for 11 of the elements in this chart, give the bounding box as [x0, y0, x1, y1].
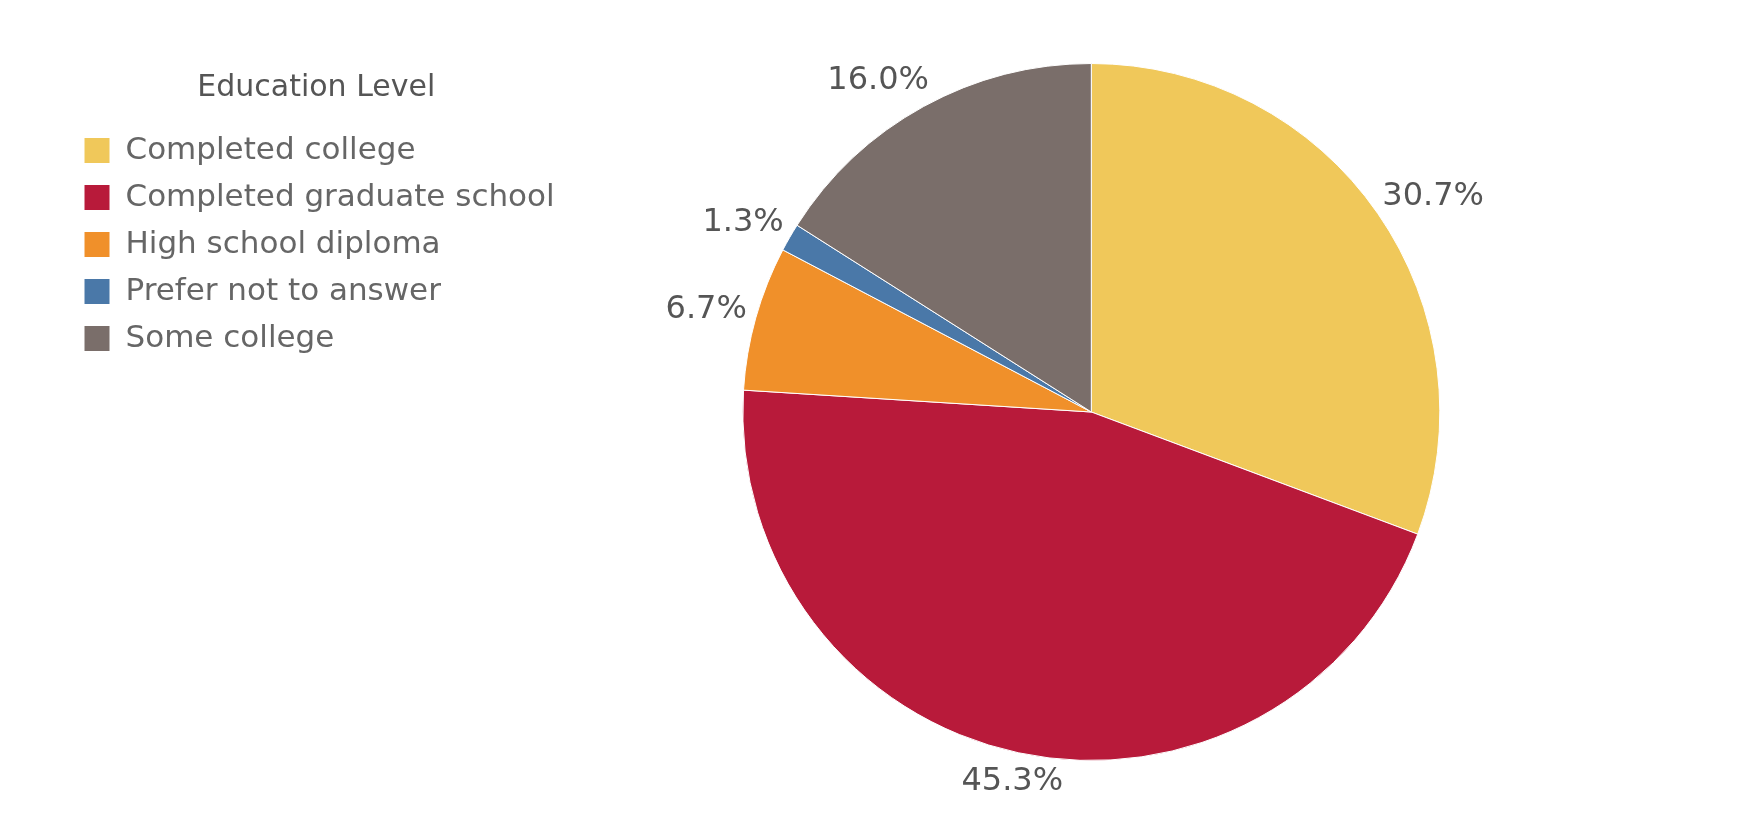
- data-label: 45.3%: [961, 760, 1064, 799]
- data-label: 16.0%: [827, 58, 929, 97]
- legend-label: Prefer not to answer: [125, 270, 442, 307]
- data-label: 6.7%: [665, 288, 747, 327]
- data-label: 30.7%: [1382, 174, 1485, 213]
- data-label: 1.3%: [702, 200, 784, 239]
- legend-label: Some college: [125, 317, 335, 354]
- legend-label: Completed college: [125, 129, 416, 166]
- legend-label: High school diploma: [125, 223, 441, 260]
- legend-label: Completed graduate school: [125, 176, 555, 213]
- legend-title: Education Level: [197, 67, 436, 103]
